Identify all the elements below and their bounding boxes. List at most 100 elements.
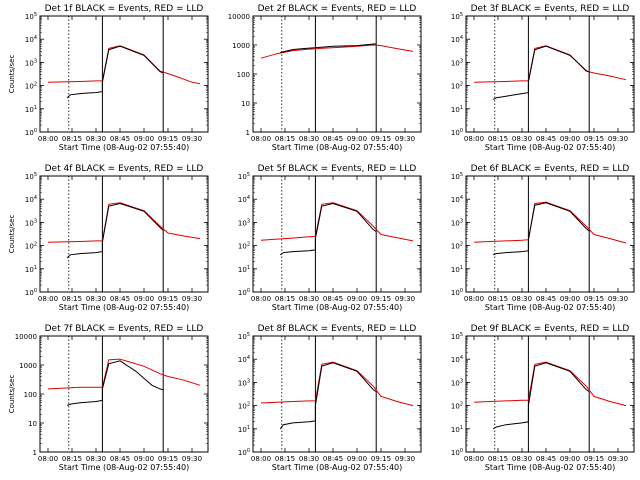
y-tick-label: 101 — [25, 105, 37, 114]
y-tick-label: 104 — [238, 355, 250, 364]
x-tick-label: 08:45 — [323, 295, 343, 303]
x-tick-label: 08:00 — [38, 455, 58, 463]
x-tick-label: 09:15 — [158, 295, 178, 303]
plot-frame — [252, 335, 422, 453]
x-tick-label: 09:00 — [560, 135, 580, 143]
y-tick-label: 105 — [451, 332, 463, 341]
lld-series-line — [47, 202, 201, 243]
y-tick-label: 100 — [237, 71, 250, 79]
y-tick-exponent: 0 — [460, 288, 463, 294]
plot-frame — [39, 175, 209, 293]
y-tick-label: 10 — [28, 420, 37, 428]
y-tick-label: 103 — [25, 218, 37, 227]
y-tick-label: 103 — [451, 378, 463, 387]
x-tick-label: 09:30 — [395, 455, 415, 463]
y-tick-label: 102 — [451, 82, 463, 91]
x-tick-label: 09:00 — [134, 455, 154, 463]
y-tick-label: 105 — [238, 172, 250, 181]
y-tick-exponent: 0 — [460, 448, 463, 454]
x-tick-label: 09:00 — [347, 295, 367, 303]
plot-frame — [39, 15, 209, 133]
y-tick-label: 104 — [25, 195, 37, 204]
events-series-line — [279, 362, 377, 430]
y-tick-exponent: 2 — [34, 242, 37, 248]
y-tick-exponent: 4 — [34, 195, 37, 201]
x-tick-label: 08:15 — [275, 135, 295, 143]
x-tick-label: 08:00 — [251, 295, 271, 303]
panel-title: Det 9f BLACK = Events, RED = LLD — [471, 324, 630, 334]
panel-title: Det 5f BLACK = Events, RED = LLD — [258, 164, 417, 174]
detector-panel: Det 7f BLACK = Events, RED = LLD 1 10 100 10… — [8, 324, 209, 472]
y-tick-label: 101 — [451, 265, 463, 274]
x-tick-label: 08:45 — [110, 295, 130, 303]
events-series-line — [492, 362, 590, 430]
y-tick-exponent: 3 — [460, 378, 463, 384]
x-tick-label: 08:30 — [86, 455, 106, 463]
y-tick-exponent: 5 — [460, 332, 463, 338]
x-tick-label: 09:15 — [158, 135, 178, 143]
x-tick-label: 08:00 — [251, 455, 271, 463]
panel-title: Det 7f BLACK = Events, RED = LLD — [45, 324, 204, 334]
lld-series-line — [473, 45, 627, 83]
panel-title: Det 6f BLACK = Events, RED = LLD — [471, 164, 630, 174]
detector-panel: Det 1f BLACK = Events, RED = LLD10010110… — [8, 4, 209, 152]
panel-title: Det 2f BLACK = Events, RED = LLD — [258, 4, 417, 14]
y-tick-exponent: 2 — [460, 242, 463, 248]
y-tick-label: 105 — [451, 172, 463, 181]
x-tick-label: 09:30 — [182, 135, 202, 143]
y-tick-label: 100 — [238, 288, 250, 297]
y-tick-exponent: 3 — [34, 58, 37, 64]
x-tick-label: 08:00 — [464, 295, 484, 303]
detector-panel: Det 8f BLACK = Events, RED = LLD10010110… — [238, 324, 422, 472]
y-tick-exponent: 0 — [34, 128, 37, 134]
y-tick-exponent: 2 — [34, 82, 37, 88]
detector-panel: Det 5f BLACK = Events, RED = LLD 100 101 10… — [238, 164, 422, 312]
x-tick-label: 09:15 — [371, 295, 391, 303]
detector-panel: Det 6f BLACK = Events, RED = LLD10010110… — [451, 164, 635, 312]
x-axis-label: Start Time (08-Aug-02 07:55:40) — [485, 463, 616, 472]
events-series-line — [280, 43, 377, 53]
x-tick-label: 08:15 — [488, 455, 508, 463]
y-tick-exponent: 5 — [34, 12, 37, 18]
x-axis-label: Start Time (08-Aug-02 07:55:40) — [485, 303, 616, 312]
panel-title: Det 8f BLACK = Events, RED = LLD — [258, 324, 417, 334]
y-tick-label: 101 — [238, 425, 250, 434]
y-tick-exponent: 5 — [247, 332, 250, 338]
y-tick-exponent: 4 — [247, 355, 250, 361]
x-tick-label: 08:15 — [488, 135, 508, 143]
x-tick-label: 08:30 — [86, 135, 106, 143]
y-tick-exponent: 3 — [247, 378, 250, 384]
panel-title: Det 1f BLACK = Events, RED = LLD — [45, 4, 204, 14]
x-tick-label: 08:15 — [62, 295, 82, 303]
x-tick-label: 09:00 — [347, 455, 367, 463]
lld-series-line — [473, 361, 627, 407]
x-tick-label: 09:15 — [371, 135, 391, 143]
x-tick-label: 09:00 — [560, 295, 580, 303]
x-tick-label: 09:00 — [560, 455, 580, 463]
y-tick-label: 102 — [238, 242, 250, 251]
x-tick-label: 09:30 — [608, 455, 628, 463]
y-tick-label: 10000 — [228, 13, 250, 21]
events-series-line — [66, 202, 164, 259]
plot-frame — [465, 175, 635, 293]
x-tick-label: 08:30 — [512, 135, 532, 143]
lld-series-line — [47, 45, 201, 85]
x-tick-label: 09:15 — [158, 455, 178, 463]
y-tick-label: 101 — [238, 265, 250, 274]
x-tick-label: 08:00 — [464, 135, 484, 143]
y-tick-label: 100 — [451, 128, 463, 137]
plot-frame — [252, 15, 422, 133]
y-axis-label: Counts/sec — [8, 55, 16, 94]
lld-series-line — [260, 44, 414, 59]
x-tick-label: 09:15 — [584, 455, 604, 463]
x-axis-label: Start Time (08-Aug-02 07:55:40) — [272, 143, 403, 152]
y-tick-label: 104 — [451, 195, 463, 204]
y-tick-label: 101 — [451, 425, 463, 434]
y-tick-exponent: 1 — [460, 425, 463, 431]
plot-frame — [39, 335, 209, 453]
x-tick-label: 09:30 — [395, 135, 415, 143]
lld-series-line — [473, 201, 627, 244]
plot-frame — [465, 335, 635, 453]
y-tick-exponent: 4 — [460, 355, 463, 361]
